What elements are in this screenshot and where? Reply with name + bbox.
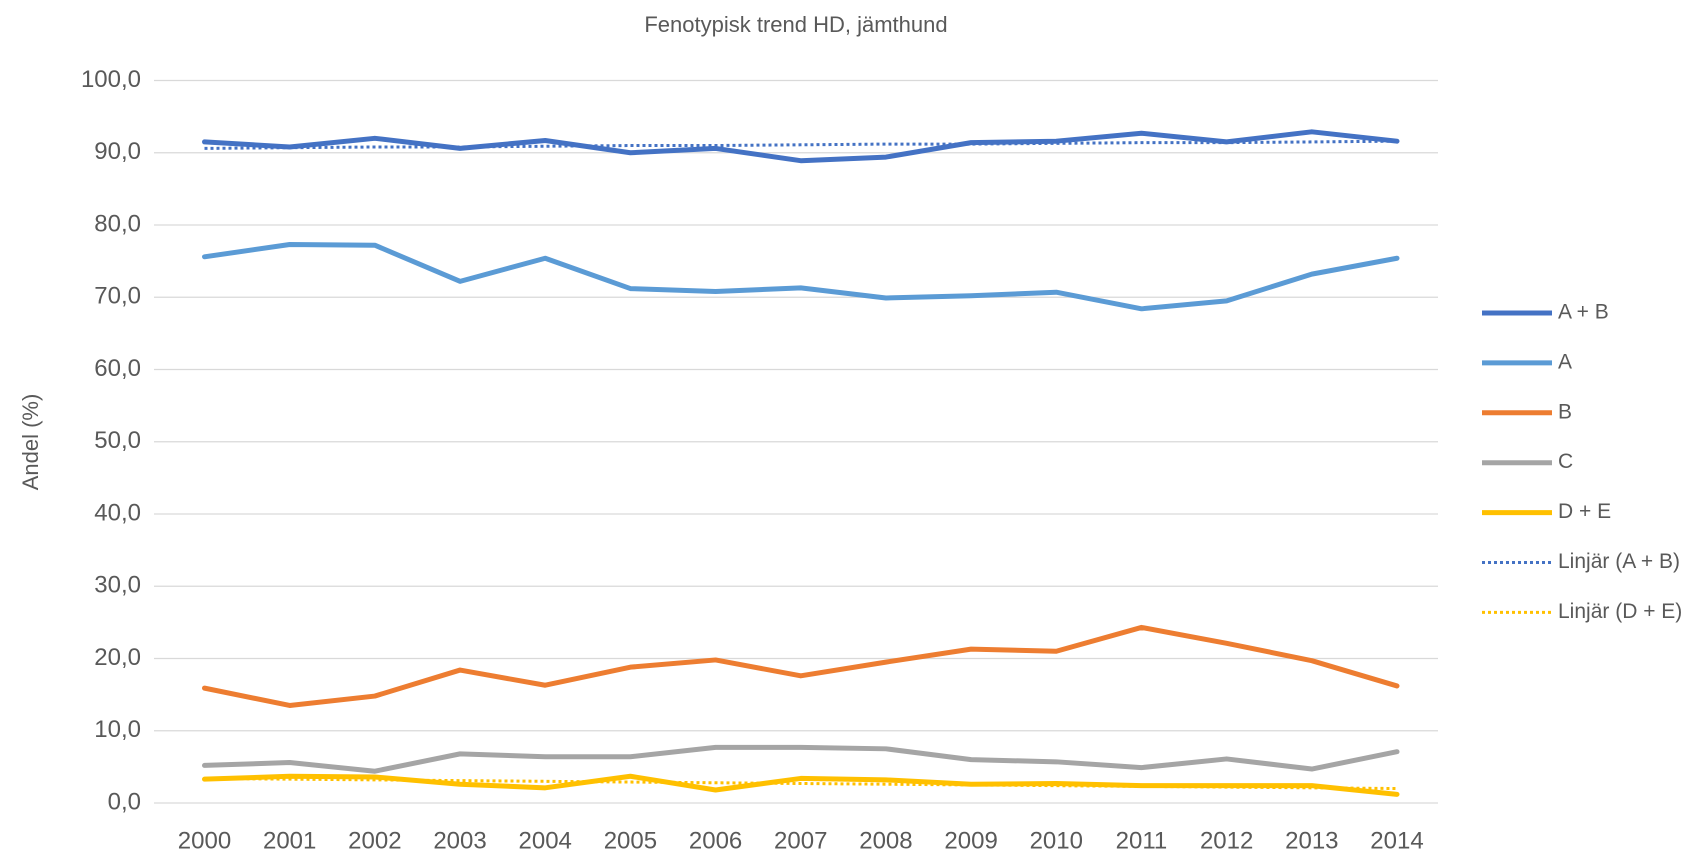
x-tick-label: 2000 — [178, 827, 231, 854]
y-tick-label: 0,0 — [108, 788, 141, 815]
x-tick-label: 2004 — [519, 827, 572, 854]
x-tick-label: 2011 — [1116, 827, 1168, 854]
series-line — [202, 624, 1400, 708]
series-line — [204, 139, 1398, 150]
y-tick-label: 70,0 — [94, 283, 141, 310]
x-tick-label: 2012 — [1200, 827, 1253, 854]
x-tick-label: 2008 — [859, 827, 912, 854]
y-axis-label: Andel (%) — [18, 394, 43, 491]
series-line — [202, 129, 1400, 164]
y-tick-label: 20,0 — [94, 644, 141, 671]
y-tick-label: 50,0 — [94, 427, 141, 454]
legend-label: A — [1558, 350, 1572, 373]
y-tick-label: 60,0 — [94, 355, 141, 382]
x-tick-label: 2010 — [1030, 827, 1083, 854]
x-tick-label: 2006 — [689, 827, 742, 854]
y-tick-label: 40,0 — [94, 499, 141, 526]
legend-label: B — [1558, 400, 1572, 423]
series-line — [202, 773, 1400, 797]
x-tick-label: 2014 — [1370, 827, 1423, 854]
series-line — [202, 744, 1400, 774]
x-tick-label: 2013 — [1285, 827, 1338, 854]
x-tick-label: 2001 — [263, 827, 316, 854]
legend-label: Linjär (A + B) — [1558, 550, 1680, 573]
y-tick-label: 90,0 — [94, 138, 141, 165]
x-tick-label: 2005 — [604, 827, 657, 854]
x-tick-label: 2002 — [348, 827, 401, 854]
y-tick-label: 30,0 — [94, 572, 141, 599]
x-tick-label: 2009 — [944, 827, 997, 854]
legend-label: D + E — [1558, 500, 1611, 523]
x-tick-label: 2007 — [774, 827, 827, 854]
legend-label: C — [1558, 450, 1573, 473]
x-tick-label: 2003 — [433, 827, 486, 854]
y-tick-label: 100,0 — [81, 66, 141, 93]
legend-label: Linjär (D + E) — [1558, 600, 1682, 623]
y-tick-label: 80,0 — [94, 210, 141, 237]
legend-label: A + B — [1558, 301, 1609, 324]
series-line — [202, 242, 1400, 312]
y-tick-label: 10,0 — [94, 716, 141, 743]
chart-title: Fenotypisk trend HD, jämthund — [644, 12, 947, 37]
